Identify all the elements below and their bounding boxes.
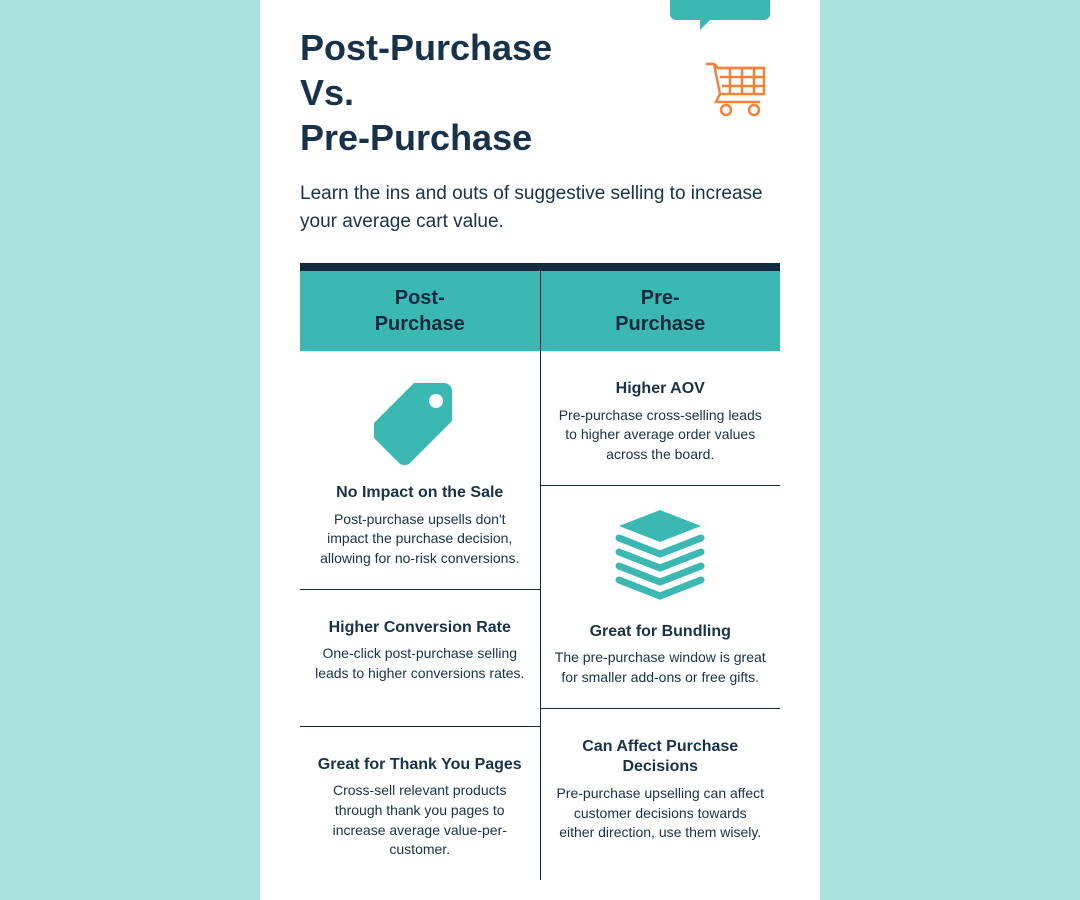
column-post-purchase: Post- Purchase No Impact on the Sale Pos… [300, 271, 541, 880]
cell-title: Great for Bundling [555, 622, 767, 643]
shopping-cart-icon [704, 60, 770, 120]
cell-no-impact: No Impact on the Sale Post-purchase upse… [300, 351, 540, 590]
title-line-3: Pre-Purchase [300, 117, 532, 158]
stack-icon [555, 508, 767, 608]
title-line-2: Vs. [300, 72, 354, 113]
page-subtitle: Learn the ins and outs of suggestive sel… [300, 180, 780, 235]
infographic-card: Post-Purchase Vs. Pre-Purchase Learn the… [260, 0, 820, 900]
cell-title: No Impact on the Sale [314, 483, 526, 504]
title-line-1: Post-Purchase [300, 27, 552, 68]
cell-body: The pre-purchase window is great for sma… [555, 648, 767, 687]
cell-higher-conversion: Higher Conversion Rate One-click post-pu… [300, 590, 540, 727]
cell-title: Great for Thank You Pages [314, 755, 526, 776]
cell-title: Can Affect Purchase Decisions [555, 737, 767, 779]
cell-title: Higher AOV [555, 379, 767, 400]
cell-title: Higher Conversion Rate [314, 618, 526, 639]
comparison-table: Post- Purchase No Impact on the Sale Pos… [300, 263, 780, 880]
column-pre-purchase: Pre- Purchase Higher AOV Pre-purchase cr… [541, 271, 781, 880]
cell-higher-aov: Higher AOV Pre-purchase cross-selling le… [541, 351, 781, 486]
cell-body: One-click post-purchase selling leads to… [314, 644, 526, 683]
column-header-post: Post- Purchase [300, 271, 540, 351]
cell-body: Pre-purchase upselling can affect custom… [555, 784, 767, 843]
price-tag-icon [314, 377, 526, 469]
cell-body: Post-purchase upsells don't impact the p… [314, 510, 526, 569]
cell-thank-you-pages: Great for Thank You Pages Cross-sell rel… [300, 727, 540, 880]
cell-affect-decisions: Can Affect Purchase Decisions Pre-purcha… [541, 709, 781, 863]
cell-body: Pre-purchase cross-selling leads to high… [555, 406, 767, 465]
column-header-pre: Pre- Purchase [541, 271, 781, 351]
speech-bubble-icon [670, 0, 770, 30]
cell-body: Cross-sell relevant products through tha… [314, 781, 526, 859]
cell-great-for-bundling: Great for Bundling The pre-purchase wind… [541, 486, 781, 709]
